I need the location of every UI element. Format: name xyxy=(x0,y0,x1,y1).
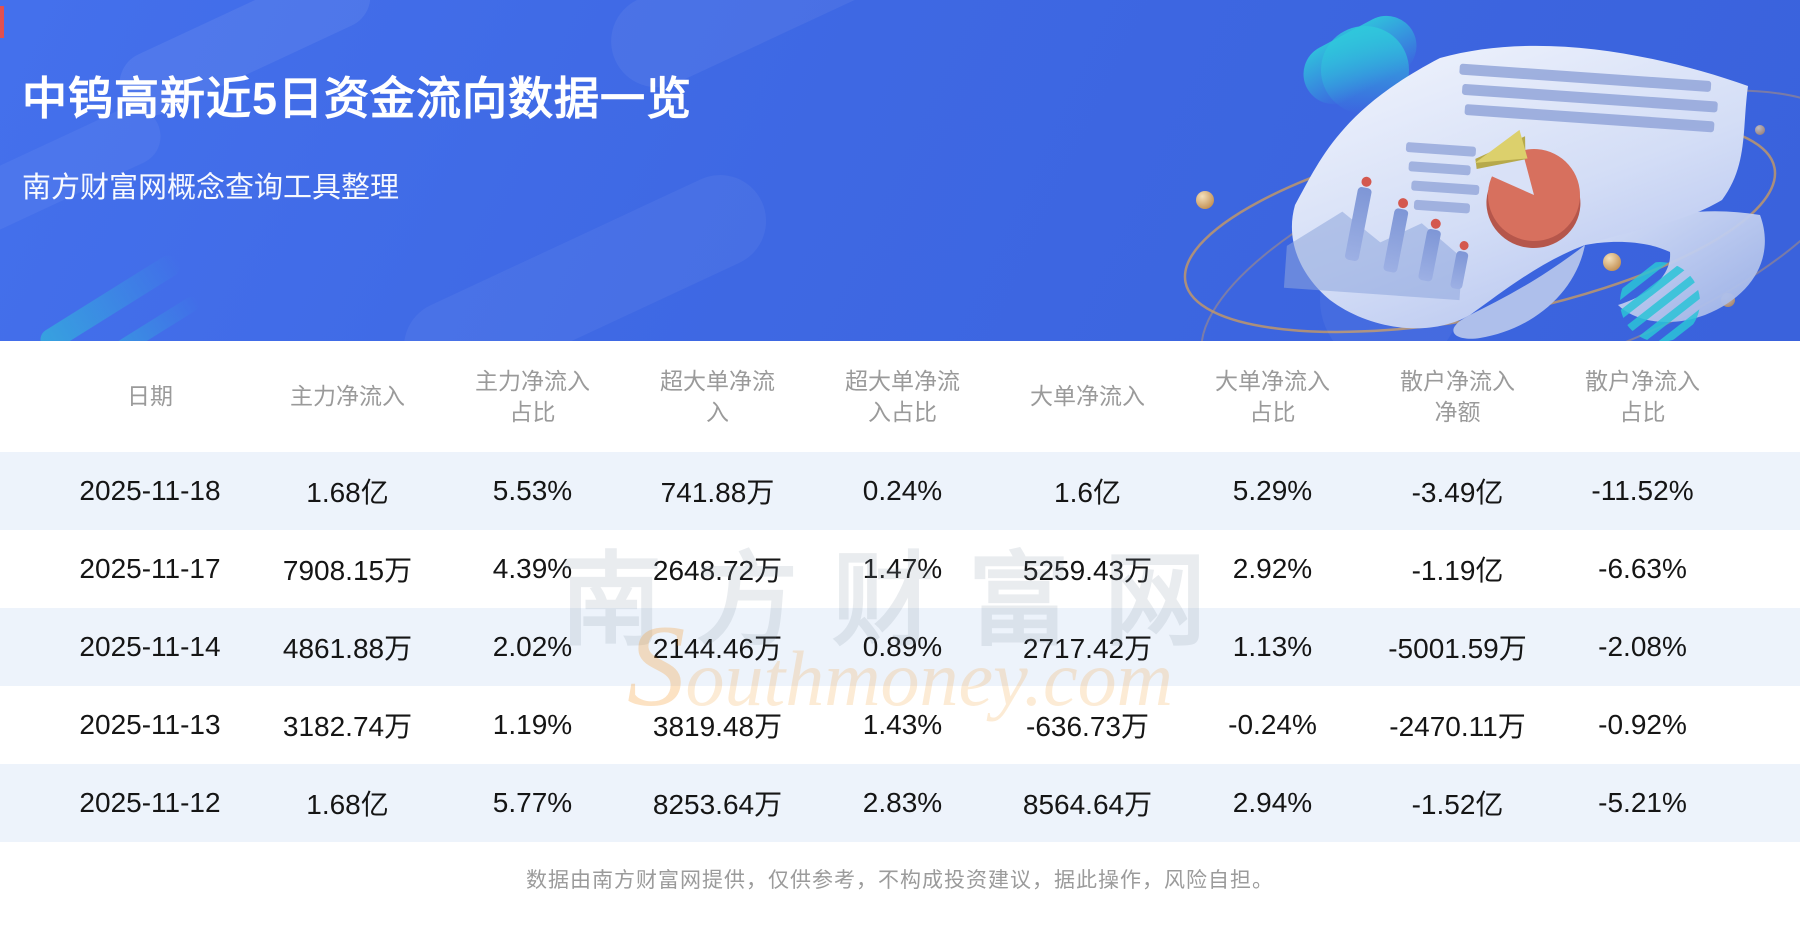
table-row: 2025-11-17 7908.15万 4.39% 2648.72万 1.47% 5259… xyxy=(0,530,1800,608)
document-chart-illustration xyxy=(1183,15,1800,341)
value-cell: 8253.64万 xyxy=(652,789,783,820)
value-cell: -6.63% xyxy=(1598,553,1687,584)
value-cell: 2717.42万 xyxy=(1022,633,1153,664)
value-cell: 1.68亿 xyxy=(306,477,389,508)
orbit-sphere-icon xyxy=(1603,253,1621,271)
bar-chart-icon xyxy=(1345,176,1469,290)
data-table: 日期 主力净流入 主力净流入 占比 超大单净流 入 超大单净流 入占比 大单净流入 大单净流… xyxy=(0,341,1800,842)
pie-chart-icon xyxy=(1475,129,1581,249)
value-cell: 4.39% xyxy=(492,553,573,584)
table-row: 2025-11-13 3182.74万 1.19% 3819.48万 1.43% -636… xyxy=(0,686,1800,764)
orbit-sphere-icon xyxy=(1196,191,1214,209)
table-header-row: 日期 主力净流入 主力净流入 占比 超大单净流 入 超大单净流 入占比 大单净流入 大单净流… xyxy=(0,341,1800,452)
date-cell: 2025-11-12 xyxy=(79,787,221,818)
column-header: 日期 xyxy=(127,383,173,409)
column-header: 主力净流入 xyxy=(290,383,405,409)
column-header: 散户净流入 净额 xyxy=(1400,367,1515,425)
value-cell: -5.21% xyxy=(1598,787,1687,818)
value-cell: -1.52亿 xyxy=(1411,789,1504,820)
value-cell: 5.53% xyxy=(492,475,573,506)
column-header: 大单净流入 占比 xyxy=(1215,367,1330,425)
value-cell: -5001.59万 xyxy=(1388,633,1527,664)
banner-stripe-decoration xyxy=(388,159,782,341)
value-cell: 5259.43万 xyxy=(1022,555,1153,586)
value-cell: 3182.74万 xyxy=(282,711,413,742)
header-banner: 中钨高新近5日资金流向数据一览 南方财富网概念查询工具整理 xyxy=(0,0,1800,341)
date-cell: 2025-11-13 xyxy=(79,709,221,740)
value-cell: 2144.46万 xyxy=(652,633,783,664)
value-cell: 0.24% xyxy=(862,475,943,506)
value-cell: 2.02% xyxy=(492,631,573,662)
page-curl-icon xyxy=(1585,211,1765,323)
value-cell: -11.52% xyxy=(1591,475,1694,506)
value-cell: 1.13% xyxy=(1232,631,1313,662)
value-cell: 5.29% xyxy=(1232,475,1313,506)
value-cell: 741.88万 xyxy=(660,477,775,508)
value-cell: 2.83% xyxy=(862,787,943,818)
value-cell: -2.08% xyxy=(1598,631,1687,662)
column-header: 散户净流入 占比 xyxy=(1585,367,1700,425)
value-cell: -0.24% xyxy=(1228,709,1317,740)
table-row: 2025-11-14 4861.88万 2.02% 2144.46万 0.89% 2717… xyxy=(0,608,1800,686)
disclaimer-text: 数据由南方财富网提供，仅供参考，不构成投资建议，据此操作，风险自担。 xyxy=(526,869,1274,892)
date-cell: 2025-11-18 xyxy=(79,475,221,506)
value-cell: 2.92% xyxy=(1232,553,1313,584)
value-cell: -1.19亿 xyxy=(1411,555,1504,586)
date-cell: 2025-11-14 xyxy=(79,631,221,662)
value-cell: 1.43% xyxy=(862,709,943,740)
column-header: 大单净流入 xyxy=(1030,383,1145,409)
short-lines-icon xyxy=(1405,142,1480,214)
red-edge-mark xyxy=(0,6,4,38)
value-cell: 1.68亿 xyxy=(306,789,389,820)
value-cell: -636.73万 xyxy=(1026,711,1149,742)
value-cell: -3.49亿 xyxy=(1411,477,1504,508)
mountain-icon xyxy=(1283,211,1463,301)
date-cell: 2025-11-17 xyxy=(79,553,221,584)
value-cell: -2470.11万 xyxy=(1389,711,1526,742)
value-cell: 1.6亿 xyxy=(1054,477,1121,508)
value-cell: -0.92% xyxy=(1598,709,1687,740)
value-cell: 2648.72万 xyxy=(652,555,783,586)
value-cell: 8564.64万 xyxy=(1022,789,1153,820)
table-row: 2025-11-12 1.68亿 5.77% 8253.64万 2.83% 8564.64… xyxy=(0,764,1800,842)
text-lines-icon xyxy=(1459,63,1718,133)
value-cell: 4861.88万 xyxy=(282,633,413,664)
value-cell: 1.19% xyxy=(492,709,573,740)
table-row: 2025-11-18 1.68亿 5.53% 741.88万 0.24% 1.6亿 5.29… xyxy=(0,452,1800,530)
value-cell: 2.94% xyxy=(1232,787,1313,818)
page-subtitle: 南方财富网概念查询工具整理 xyxy=(22,172,400,204)
value-cell: 0.89% xyxy=(862,631,943,662)
value-cell: 1.47% xyxy=(862,553,943,584)
orbit-sphere-icon xyxy=(1755,125,1765,135)
value-cell: 5.77% xyxy=(492,787,573,818)
striped-circle-icon xyxy=(1620,262,1700,341)
value-cell: 3819.48万 xyxy=(652,711,783,742)
table-body: 2025-11-18 1.68亿 5.53% 741.88万 0.24% 1.6亿 5.29… xyxy=(0,452,1800,842)
page-title: 中钨高新近5日资金流向数据一览 xyxy=(22,73,693,124)
column-header: 主力净流入 占比 xyxy=(475,367,590,425)
column-header: 超大单净流 入 xyxy=(660,367,775,425)
column-header: 超大单净流 入占比 xyxy=(845,367,960,425)
value-cell: 7908.15万 xyxy=(282,555,413,586)
